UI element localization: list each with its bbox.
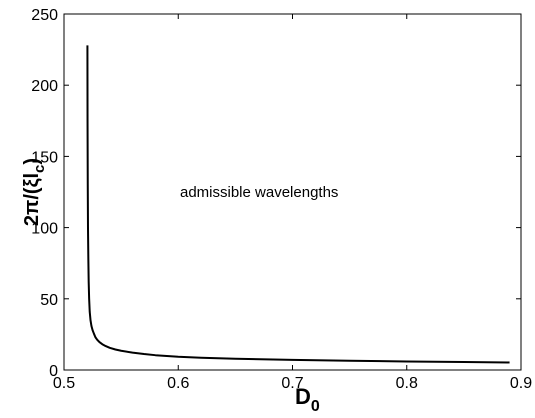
y-axis-label: 2π/(ξlc) xyxy=(21,158,48,226)
y-tick-label: 50 xyxy=(40,292,58,309)
y-axis-label-main: 2π/(ξl xyxy=(21,173,43,226)
x-tick-label: 0.9 xyxy=(510,375,532,392)
annotation-text: admissible wavelengths xyxy=(180,184,338,201)
y-tick-label: 200 xyxy=(31,78,58,95)
y-axis-label-close: ) xyxy=(21,158,43,165)
x-tick-label: 0.7 xyxy=(281,375,303,392)
x-tick-label: 0.8 xyxy=(396,375,418,392)
x-tick-label: 0.6 xyxy=(167,375,189,392)
x-axis-label-main: D xyxy=(295,384,311,409)
series-layer xyxy=(86,45,510,364)
x-axis-ticks: 0.5 0.6 0.7 0.8 0.9 xyxy=(53,14,532,392)
y-tick-label: 150 xyxy=(31,149,58,166)
y-tick-label: 100 xyxy=(31,221,58,238)
x-tick-label: 0.5 xyxy=(53,375,75,392)
y-axis-ticks: 0 50 100 150 200 250 xyxy=(31,7,521,380)
y-tick-label: 250 xyxy=(31,7,58,24)
y-axis-label-subscript: c xyxy=(31,165,48,173)
y-tick-label: 0 xyxy=(49,363,58,380)
x-axis-label-subscript: 0 xyxy=(311,398,320,415)
series-line-0 xyxy=(86,45,510,364)
x-axis-label: D0 xyxy=(295,384,320,415)
plot-area xyxy=(63,13,522,371)
